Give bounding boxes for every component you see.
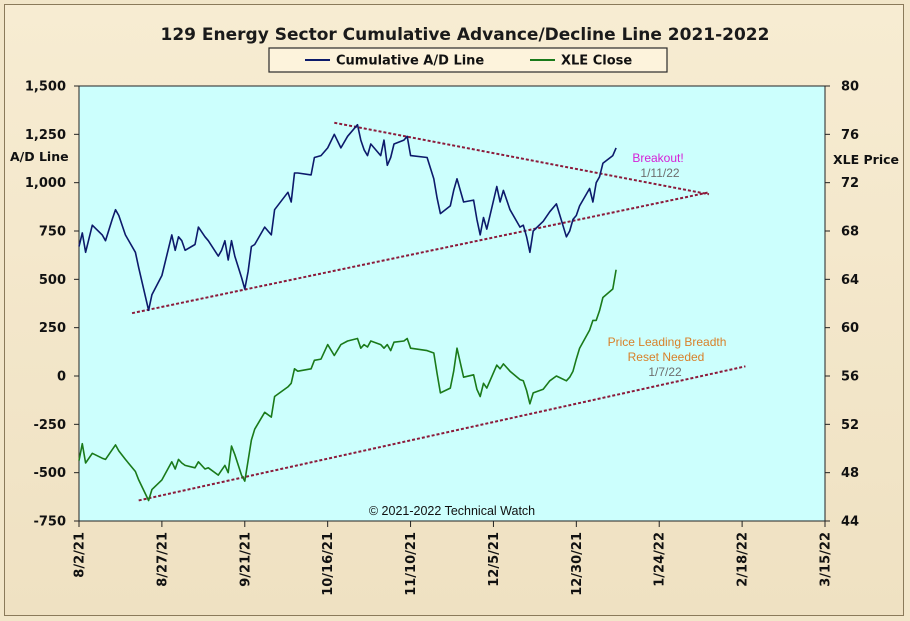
y2-tick-label: 44 [841, 515, 859, 530]
y-tick-label: 250 [39, 321, 66, 336]
y2-tick-label: 68 [841, 225, 859, 240]
legend-label-ad: Cumulative A/D Line [336, 54, 484, 69]
legend-label-xle: XLE Close [561, 54, 632, 69]
y2-tick-label: 76 [841, 128, 859, 143]
trendline-xle-support [138, 365, 746, 502]
x-tick-label: 8/2/21 [73, 532, 88, 578]
y2-tick-label: 60 [841, 321, 859, 336]
breakout-date: 1/11/22 [640, 166, 679, 180]
price-leading-date: 1/7/22 [648, 365, 682, 379]
x-tick-label: 12/30/21 [570, 532, 585, 596]
y-tick-label: 1,000 [25, 176, 66, 191]
y-axis-label: A/D Line [10, 149, 69, 164]
x-tick-label: 8/27/21 [155, 532, 170, 587]
y-axis-left: 1,500 1,250 1,000 750 500 250 0 -250 -500 -750 [25, 80, 79, 530]
y-tick-label: -250 [33, 418, 66, 433]
x-tick-label: 10/16/21 [321, 532, 336, 596]
y2-tick-label: 56 [841, 370, 859, 385]
y-tick-label: 1,250 [25, 128, 66, 143]
series-lines [78, 123, 617, 502]
x-axis: 8/2/21 8/27/21 9/21/21 10/16/21 11/10/21 12/5… [73, 521, 834, 596]
x-tick-label: 1/24/22 [653, 532, 668, 587]
plot-area [78, 85, 826, 522]
reset-needed-label: Reset Needed [628, 350, 705, 364]
y2-axis-label: XLE Price [833, 152, 899, 167]
x-tick-label: 3/15/22 [819, 532, 834, 587]
trendline-ad-resistance [334, 121, 710, 196]
breakout-label: Breakout! [632, 151, 683, 165]
y2-tick-label: 48 [841, 466, 859, 481]
y2-tick-label: 52 [841, 418, 859, 433]
legend-box [268, 47, 668, 73]
chart-title: 129 Energy Sector Cumulative Advance/Dec… [161, 25, 770, 45]
series-xle-close-line [78, 269, 617, 502]
x-tick-label: 11/10/21 [404, 532, 419, 596]
y2-tick-label: 64 [841, 273, 859, 288]
y2-tick-label: 72 [841, 176, 859, 191]
trendlines [131, 121, 746, 502]
breakout-annotation: Breakout! 1/11/22 [632, 151, 683, 180]
trendline-ad-support [131, 191, 710, 315]
x-tick-label: 12/5/21 [487, 532, 502, 587]
price-leading-label: Price Leading Breadth [608, 335, 727, 349]
y-tick-label: -750 [33, 515, 66, 530]
y-tick-label: -500 [33, 466, 66, 481]
y-tick-label: 500 [39, 273, 66, 288]
x-tick-label: 2/18/22 [736, 532, 751, 587]
legend: Cumulative A/D Line XLE Close [268, 47, 668, 73]
price-leading-annotation: Price Leading Breadth Reset Needed 1/7/2… [608, 335, 727, 379]
y-tick-label: 750 [39, 225, 66, 240]
series-ad-line [78, 123, 617, 312]
copyright-text: © 2021-2022 Technical Watch [369, 504, 535, 518]
y-axis-right: 80 76 72 68 64 60 56 52 48 44 [825, 80, 859, 530]
y-tick-label: 1,500 [25, 80, 66, 95]
y2-tick-label: 80 [841, 80, 859, 95]
y-tick-label: 0 [57, 370, 66, 385]
x-tick-label: 9/21/21 [238, 532, 253, 587]
